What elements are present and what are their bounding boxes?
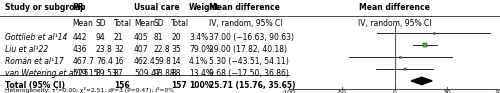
Text: 442: 442 <box>72 33 87 42</box>
Text: 13.4%: 13.4% <box>189 69 213 78</box>
Text: Mean: Mean <box>134 19 155 28</box>
Text: 14: 14 <box>171 57 180 66</box>
Text: SD: SD <box>96 19 106 28</box>
Text: 35: 35 <box>171 45 181 54</box>
Text: 16: 16 <box>114 57 124 66</box>
Text: 519.15: 519.15 <box>72 69 99 78</box>
Text: IV, random, 95% CI: IV, random, 95% CI <box>358 19 431 28</box>
Text: Weight: Weight <box>189 3 220 12</box>
Text: Liu et al¹22: Liu et al¹22 <box>5 45 48 54</box>
Text: IV, random, 95% CI: IV, random, 95% CI <box>209 19 282 28</box>
Text: 9.68 (−17.50, 36.86): 9.68 (−17.50, 36.86) <box>209 69 289 78</box>
Text: 29.00 (17.82, 40.18): 29.00 (17.82, 40.18) <box>209 45 287 54</box>
Text: 100%: 100% <box>189 81 212 90</box>
Text: 156: 156 <box>114 81 130 90</box>
Text: 59.8: 59.8 <box>154 57 171 66</box>
Text: SD: SD <box>154 19 164 28</box>
Text: 21: 21 <box>114 33 124 42</box>
Text: Heterogeneity: τ²=0.00; χ²=2.51, df=3 (P=0.47); I²=0%: Heterogeneity: τ²=0.00; χ²=2.51, df=3 (P… <box>5 87 174 93</box>
Text: Mean difference: Mean difference <box>359 3 430 12</box>
Text: 405: 405 <box>134 33 148 42</box>
Text: van Wetering et al¹15: van Wetering et al¹15 <box>5 69 88 78</box>
Text: 25.71 (15.76, 35.65): 25.71 (15.76, 35.65) <box>209 81 296 90</box>
Text: Gottlieb et al¹14: Gottlieb et al¹14 <box>5 33 68 42</box>
Text: 22.8: 22.8 <box>154 45 170 54</box>
Text: Mean: Mean <box>72 19 94 28</box>
Text: 407: 407 <box>134 45 148 54</box>
Text: Mean difference: Mean difference <box>209 3 280 12</box>
Text: Study or subgroup: Study or subgroup <box>5 3 86 12</box>
Text: Román et al¹17: Román et al¹17 <box>5 57 64 66</box>
Text: 88: 88 <box>171 69 180 78</box>
Text: 94: 94 <box>96 33 106 42</box>
Text: Usual care: Usual care <box>134 3 180 12</box>
Text: 32: 32 <box>114 45 124 54</box>
Text: 93.88: 93.88 <box>154 69 176 78</box>
Text: 4.1%: 4.1% <box>189 57 208 66</box>
Text: 76.4: 76.4 <box>96 57 113 66</box>
Text: 3.4%: 3.4% <box>189 33 208 42</box>
Text: 467.7: 467.7 <box>72 57 94 66</box>
Text: 157: 157 <box>171 81 187 90</box>
Text: 89.53: 89.53 <box>96 69 118 78</box>
Text: 37.00 (−16.63, 90.63): 37.00 (−16.63, 90.63) <box>209 33 294 42</box>
Text: 436: 436 <box>72 45 87 54</box>
Text: PR: PR <box>72 3 84 12</box>
Text: Total: Total <box>171 19 189 28</box>
Text: 87: 87 <box>114 69 124 78</box>
Text: 5.30 (−43.51, 54.11): 5.30 (−43.51, 54.11) <box>209 57 289 66</box>
Text: 509.47: 509.47 <box>134 69 161 78</box>
Text: 20: 20 <box>171 33 180 42</box>
Text: Total (95% CI): Total (95% CI) <box>5 81 65 90</box>
Text: 462.4: 462.4 <box>134 57 156 66</box>
Text: 23.8: 23.8 <box>96 45 113 54</box>
Text: 81: 81 <box>154 33 164 42</box>
Text: 79.0%: 79.0% <box>189 45 213 54</box>
Text: Total: Total <box>114 19 132 28</box>
